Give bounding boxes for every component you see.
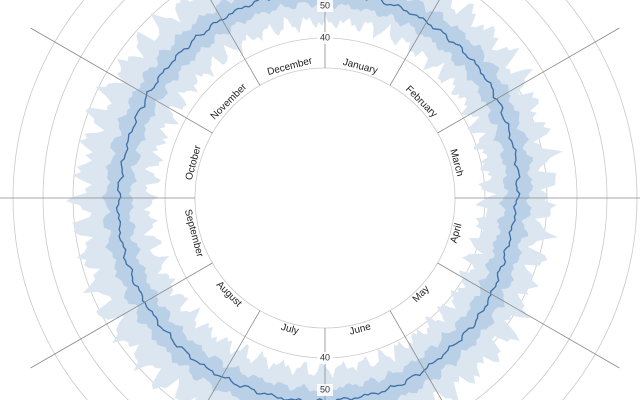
tick-label-bg — [317, 384, 333, 396]
normal-band-layer — [101, 0, 534, 400]
month-label-april: April — [449, 222, 465, 244]
month-spoke — [30, 262, 213, 369]
record-band-layer — [66, 0, 563, 400]
month-label-may: May — [411, 284, 432, 305]
month-spoke — [30, 27, 213, 134]
grid-ring — [164, 37, 486, 359]
month-label-june: June — [348, 321, 372, 337]
month-spoke — [437, 262, 620, 369]
month-spoke — [437, 27, 620, 134]
radial-tick-label: 40 — [320, 352, 330, 362]
month-label-november: November — [209, 81, 250, 122]
month-label-october: October — [184, 144, 204, 182]
month-label-january: January — [342, 57, 379, 77]
radial-tick-label: 50 — [320, 384, 330, 394]
tick-label-bg — [317, 32, 333, 44]
tick-label-bg — [317, 0, 333, 12]
tick-label-bg — [317, 352, 333, 364]
month-labels: JanuaryFebruaryMarchAprilMayJuneJulyAugu… — [182, 55, 465, 337]
radial-tick-label: 40 — [320, 32, 330, 42]
mean-line-layer — [115, 0, 521, 400]
month-label-august: August — [214, 279, 244, 309]
normal-band — [101, 0, 534, 400]
month-label-december: December — [266, 55, 314, 78]
month-label-september: September — [182, 208, 205, 259]
month-spoke — [389, 0, 440, 86]
record-band — [66, 0, 563, 400]
radial-tick-labels: 40 40 50 50 — [317, 0, 333, 396]
mean-line — [115, 0, 521, 400]
grid-ring-inner — [194, 67, 456, 329]
month-label-february: February — [403, 84, 439, 120]
radial-tick-label: 50 — [320, 0, 330, 10]
month-spoke — [210, 0, 261, 86]
month-spoke — [389, 310, 443, 400]
month-spoke — [207, 310, 261, 400]
month-label-july: July — [280, 322, 300, 337]
